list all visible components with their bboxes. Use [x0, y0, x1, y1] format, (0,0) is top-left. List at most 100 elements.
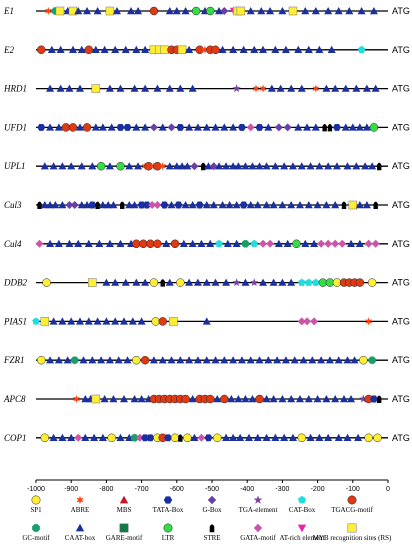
legend-label: GC-motif: [22, 534, 50, 542]
element-caat-box-triangle-icon: [81, 395, 90, 403]
legend-item-tga: TGA-element: [239, 495, 277, 514]
element-caat-box-triangle-icon: [324, 7, 333, 15]
axis-tick-label: -500: [205, 486, 219, 493]
element-gata-motif-diamond-icon: [331, 239, 340, 248]
legend-item-tata: TATA-Box: [153, 496, 184, 514]
element-tata-box-hexagon-icon: [237, 123, 246, 131]
element-caat-box-triangle-icon: [67, 317, 76, 325]
element-caat-box-triangle-icon: [88, 356, 97, 364]
element-gata-motif-diamond-icon: [246, 123, 255, 132]
element-caat-box-triangle-icon: [109, 201, 118, 209]
gene-row-pias1: PIAS1 ATG: [3, 316, 410, 326]
element-abre-star-icon: [159, 162, 167, 171]
element-caat-box-triangle-icon: [121, 278, 130, 286]
gc-motif-octagon-icon: [32, 524, 40, 532]
element-caat-box-triangle-icon: [253, 201, 262, 209]
ltr-circle-icon: [163, 523, 173, 533]
element-myb-square-icon: [88, 278, 97, 287]
element-caat-box-triangle-icon: [88, 162, 97, 170]
element-caat-box-triangle-icon: [234, 395, 243, 403]
element-sp1-circle-icon: [373, 433, 382, 443]
element-caat-box-triangle-icon: [49, 433, 58, 441]
element-caat-box-triangle-icon: [202, 356, 211, 364]
element-caat-box-triangle-icon: [343, 356, 352, 364]
element-gata-motif-diamond-icon: [259, 239, 268, 248]
element-caat-box-triangle-icon: [234, 162, 243, 170]
element-caat-box-triangle-icon: [204, 162, 213, 170]
element-caat-box-triangle-icon: [271, 162, 280, 170]
element-caat-box-triangle-icon: [324, 433, 333, 441]
element-caat-box-triangle-icon: [259, 45, 268, 53]
element-caat-box-triangle-icon: [65, 239, 74, 247]
element-caat-box-triangle-icon: [294, 45, 303, 53]
element-caat-box-triangle-icon: [334, 356, 343, 364]
element-caat-box-triangle-icon: [306, 433, 315, 441]
element-caat-box-triangle-icon: [47, 45, 56, 53]
element-caat-box-triangle-icon: [262, 201, 271, 209]
element-caat-box-triangle-icon: [132, 45, 141, 53]
legend-label: GATA-motif: [240, 534, 276, 542]
element-caat-box-triangle-icon: [262, 395, 271, 403]
element-caat-box-triangle-icon: [255, 356, 264, 364]
element-caat-box-triangle-icon: [276, 84, 285, 92]
atg-label: ATG: [392, 433, 410, 443]
element-caat-box-triangle-icon: [220, 123, 229, 131]
element-caat-box-triangle-icon: [176, 356, 185, 364]
element-caat-box-triangle-icon: [232, 239, 241, 247]
element-gata-motif-diamond-icon: [317, 239, 326, 248]
element-caat-box-triangle-icon: [158, 123, 167, 131]
element-abre-star-icon: [44, 7, 52, 15]
element-caat-box-triangle-icon: [340, 395, 348, 403]
gene-row-cul3: Cul3 ATG: [4, 200, 410, 210]
element-caat-box-triangle-icon: [202, 278, 211, 286]
element-tga-element-star-icon: [232, 84, 241, 93]
element-caat-box-triangle-icon: [296, 395, 304, 403]
element-stre-icon: [327, 124, 333, 132]
element-caat-box-triangle-icon: [218, 201, 227, 209]
element-caat-box-triangle-icon: [331, 201, 340, 209]
element-tgacg-motif-circle-icon: [195, 45, 204, 55]
element-caat-box-triangle-icon: [306, 162, 315, 170]
element-caat-box-triangle-icon: [362, 84, 371, 92]
element-caat-box-triangle-icon: [334, 433, 343, 441]
gene-row-fzr1: FZR1 ATG: [3, 355, 410, 365]
element-caat-box-triangle-icon: [211, 278, 220, 286]
element-caat-box-triangle-icon: [290, 356, 299, 364]
element-tata-box-hexagon-icon: [176, 123, 185, 131]
element-caat-box-triangle-icon: [188, 395, 197, 403]
element-abre-star-icon: [252, 84, 260, 93]
element-caat-box-triangle-icon: [332, 162, 341, 170]
gene-name: Cul3: [4, 200, 22, 210]
at-rich-triangle-icon: [297, 524, 307, 533]
element-tgacg-motif-circle-icon: [37, 45, 46, 55]
element-caat-box-triangle-icon: [280, 433, 289, 441]
element-caat-box-triangle-icon: [130, 395, 139, 403]
element-caat-box-triangle-icon: [63, 356, 72, 364]
element-caat-box-triangle-icon: [76, 317, 84, 325]
element-caat-box-triangle-icon: [102, 317, 111, 325]
element-caat-box-triangle-icon: [58, 162, 67, 170]
element-tgacg-motif-circle-icon: [144, 161, 153, 171]
element-caat-box-triangle-icon: [348, 123, 357, 131]
element-caat-box-triangle-icon: [361, 162, 370, 170]
element-caat-box-triangle-icon: [172, 7, 181, 15]
element-caat-box-triangle-icon: [246, 7, 255, 15]
element-sp1-circle-icon: [183, 433, 192, 443]
element-caat-box-triangle-icon: [172, 162, 181, 170]
element-g-box-diamond-icon: [65, 201, 74, 209]
element-caat-box-triangle-icon: [220, 356, 229, 364]
atg-label: ATG: [392, 355, 410, 365]
element-stre-icon: [160, 279, 165, 287]
element-caat-box-triangle-icon: [281, 45, 290, 53]
element-ltr-circle-icon: [96, 161, 106, 171]
element-caat-box-triangle-icon: [206, 239, 215, 247]
element-caat-box-triangle-icon: [125, 162, 134, 170]
element-tga-element-star-icon: [232, 278, 241, 287]
element-caat-box-triangle-icon: [134, 162, 143, 170]
element-caat-box-triangle-icon: [40, 162, 49, 170]
element-caat-box-triangle-icon: [132, 278, 141, 286]
axis-tick-label: -300: [275, 486, 289, 493]
axis-tick-label: -700: [135, 486, 149, 493]
element-caat-box-triangle-icon: [46, 239, 55, 247]
element-myb-square-icon: [348, 200, 358, 210]
